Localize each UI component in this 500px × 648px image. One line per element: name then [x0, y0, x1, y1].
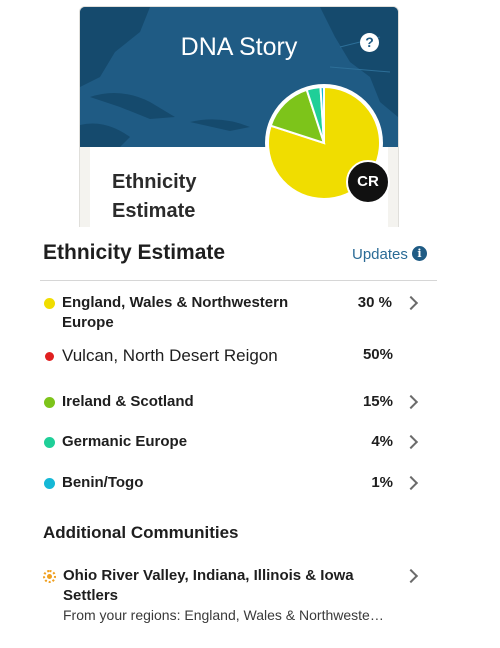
community-dot-icon: [43, 570, 56, 583]
community-label-line1: Ohio River Valley, Indiana, Illinois & I…: [63, 567, 354, 584]
card-title: DNA Story: [180, 33, 298, 61]
card-label-line1: Ethnicity: [112, 171, 197, 193]
region-label: Ireland & Scotland: [62, 393, 194, 410]
region-color-dot: [44, 478, 55, 489]
region-color-dot: [44, 397, 55, 408]
chevron-right-icon[interactable]: [403, 475, 419, 491]
user-avatar-initials[interactable]: CR: [346, 160, 390, 204]
region-color-dot: [44, 437, 55, 448]
pie-slice: [319, 85, 325, 144]
region-label: Benin/Togo: [62, 474, 144, 491]
map-landmass-shapes: [80, 7, 398, 147]
region-color-dot: [44, 298, 55, 309]
chevron-right-icon[interactable]: [403, 568, 419, 584]
region-percent: 15%: [362, 393, 393, 410]
region-percent: 50%: [362, 346, 393, 363]
info-icon[interactable]: i: [412, 246, 427, 261]
chevron-right-icon[interactable]: [403, 394, 419, 410]
card-label: Ethnicity Estimate: [112, 168, 196, 226]
question-icon[interactable]: ?: [360, 33, 379, 52]
region-label-line2: Europe: [62, 314, 114, 331]
updates-link[interactable]: Updates: [352, 246, 408, 263]
community-label-line2: Settlers: [63, 587, 119, 604]
region-color-dot: [45, 352, 54, 361]
community-subtext: From your regions: England, Wales & Nort…: [63, 607, 384, 623]
region-percent: 1%: [371, 474, 393, 491]
region-percent: 4%: [371, 433, 393, 450]
divider: [40, 280, 437, 281]
world-map-background: DNA Story: [80, 7, 398, 147]
region-label: Germanic Europe: [62, 433, 188, 450]
region-percent: 30 %: [357, 294, 392, 311]
additional-communities-heading: Additional Communities: [43, 523, 239, 542]
chevron-right-icon[interactable]: [403, 295, 419, 311]
region-label-line1: England, Wales & Northwestern: [62, 294, 289, 311]
chevron-right-icon[interactable]: [403, 434, 419, 450]
region-label: England, Wales & Northwestern Europe: [62, 293, 288, 333]
community-label[interactable]: Ohio River Valley, Indiana, Illinois & I…: [63, 566, 403, 606]
card-label-line2: Estimate: [112, 200, 196, 222]
region-label: Vulcan, North Desert Reigon: [62, 346, 278, 365]
ethnicity-estimate-heading: Ethnicity Estimate: [43, 241, 226, 264]
